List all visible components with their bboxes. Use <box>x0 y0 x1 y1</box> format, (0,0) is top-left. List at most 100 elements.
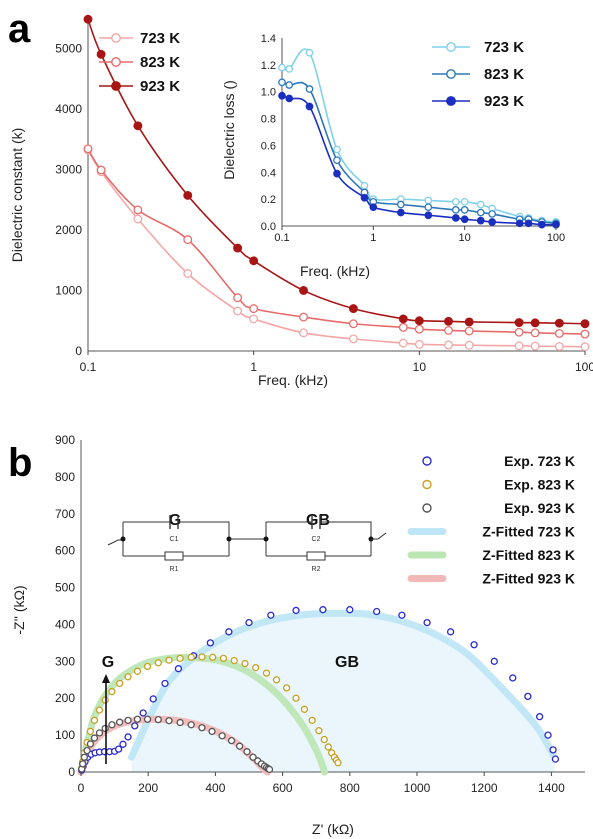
panel-b-data-point <box>535 713 544 721</box>
inset-legend-label: 923 K <box>484 93 524 110</box>
panel-b-xtick-label: 1200 <box>471 781 498 795</box>
panel-b-data-point <box>252 663 260 672</box>
grain-annotation: G <box>102 654 114 764</box>
panel-b-ytick-label: 500 <box>55 581 75 595</box>
panel-a-data-point <box>530 328 540 338</box>
inset-legend-label: 723 K <box>484 39 524 56</box>
panel-b-data-point <box>90 734 99 742</box>
panel-b-data-point <box>124 673 132 681</box>
panel-a-data-point <box>183 235 193 245</box>
resistor-r1 <box>164 551 184 561</box>
inset-ytick-label: 1.4 <box>261 33 276 45</box>
panel-b-data-point <box>79 760 87 768</box>
inset-xlabel: Freq. (kHz) <box>300 263 370 279</box>
panel-b-data-point <box>315 727 323 735</box>
panel-b-data-point <box>165 656 173 664</box>
inset-data-point <box>451 197 460 206</box>
panel-a-frame <box>87 18 585 352</box>
panel-b-data-point <box>308 716 316 725</box>
panel-a-ytick-label: 3000 <box>55 162 82 176</box>
panel-b-ylabel: -Z'' (kΩ) <box>11 585 27 634</box>
panel-b-ytick-label: 300 <box>55 654 75 668</box>
panel-b-data-point <box>133 667 142 675</box>
resistor-r2 <box>306 551 326 561</box>
panel-b-data-point <box>446 628 455 636</box>
panel-a-data-point <box>444 325 453 335</box>
equivalent-circuit-diagram: G GB C1 R1 C2 R2 <box>107 512 387 573</box>
panel-b-data-point <box>206 639 215 647</box>
inset-frame <box>281 38 556 227</box>
panel-b-data-point <box>544 731 552 739</box>
inset-series-723-k <box>278 48 560 226</box>
panel-a-data-point <box>414 316 424 326</box>
gb-region-fill <box>131 613 555 772</box>
panel-b-data-point <box>235 742 244 750</box>
panel-a-data-point <box>414 339 424 349</box>
panel-a-data-point <box>444 340 453 350</box>
panel-b-data-point <box>243 748 251 756</box>
panel-a-data-point <box>398 338 408 348</box>
panel-a-data-point <box>348 334 358 344</box>
r2-label: R2 <box>312 566 321 573</box>
inset-data-point <box>333 145 341 154</box>
panel-b-data-point <box>154 659 162 667</box>
panel-b-data-point <box>324 743 332 751</box>
panel-b-data-point <box>174 665 183 673</box>
grain-boundary-label: GB <box>335 654 359 671</box>
panel-b-data-point <box>198 724 206 732</box>
inset-data-point <box>278 63 286 72</box>
inset-xtick-label: 10 <box>459 232 471 244</box>
panel-a-data-point <box>233 243 243 253</box>
panel-b-data-point <box>115 679 124 688</box>
panel-b-data-point <box>549 746 557 754</box>
panel-b-data-point <box>95 706 104 714</box>
panel-b-data-point <box>230 656 238 665</box>
panel-b-data-point <box>398 611 406 619</box>
panel-b-frame <box>80 440 585 773</box>
panel-b-data-point <box>470 641 478 649</box>
panel-b-data-point <box>249 753 257 761</box>
panel-b-data-point <box>225 628 233 636</box>
panel-a-data-point <box>299 312 308 322</box>
panel-b-data-point <box>198 653 206 661</box>
panel-b-data-point <box>90 716 99 725</box>
panel-a-data-point <box>398 322 408 332</box>
panel-b-xtick-label: 800 <box>340 781 360 795</box>
panel-b-data-point <box>187 653 195 661</box>
circuit-wire-right-lead <box>371 532 387 540</box>
panel-b-data-point <box>161 679 169 688</box>
inset-data-point <box>451 206 460 214</box>
panel-a-ytick-label: 1000 <box>55 283 82 297</box>
inset-data-point <box>476 208 485 217</box>
inset-series-line <box>281 48 557 223</box>
panel-b-xtick-label: 600 <box>273 781 293 795</box>
panel-b-data-point <box>208 727 216 736</box>
panel-a-data-point <box>96 165 106 175</box>
inset-data-point <box>396 208 405 217</box>
panel-b-legend-marker <box>422 479 432 490</box>
inset-data-point <box>451 214 460 222</box>
panel-a-data-point <box>233 293 243 303</box>
inset-data-point <box>305 85 314 93</box>
panel-a-series-923-k <box>83 14 590 329</box>
panel-b-legend-label: Exp. 723 K <box>504 453 575 469</box>
panel-b-data-point <box>300 705 309 713</box>
inset-ytick-label: 0.4 <box>261 167 276 179</box>
panel-a-data-point <box>183 190 193 200</box>
panel-b-data-point <box>119 740 127 748</box>
panel-a-legend-marker <box>111 57 121 67</box>
panel-a-xtick-label: 100 <box>575 360 593 374</box>
panel-a-data-point <box>464 326 474 336</box>
inset-data-point <box>369 203 378 212</box>
panel-a-series-line <box>87 18 586 325</box>
panel-b: b 0 200 400 600 800 1000 1200 1400 0 100 200 300 400… <box>8 433 585 837</box>
inset-ytick-label: 0.8 <box>261 114 276 126</box>
panel-b-ytick-label: 600 <box>55 544 75 558</box>
panel-b-data-point <box>143 715 152 723</box>
c1-label: C1 <box>170 536 179 543</box>
panel-a-ytick-label: 2000 <box>55 223 82 237</box>
inset-legend-marker <box>446 42 456 52</box>
panel-b-data-point <box>282 684 291 692</box>
inset-ytick-label: 1.2 <box>261 60 276 72</box>
